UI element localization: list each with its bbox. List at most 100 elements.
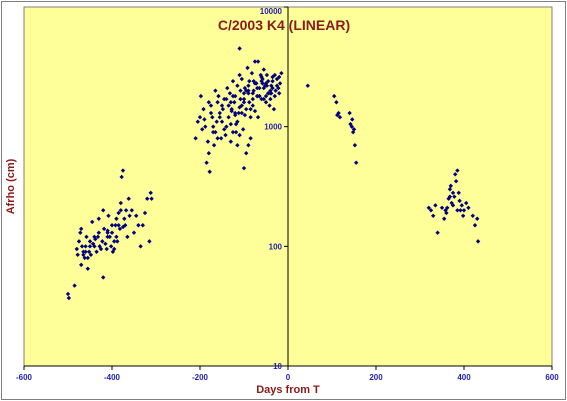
data-point: [277, 91, 282, 96]
data-point: [248, 136, 253, 141]
data-point: [224, 124, 229, 129]
data-point: [261, 96, 266, 102]
data-point: [219, 119, 225, 124]
data-point: [230, 93, 236, 99]
data-point: [233, 112, 238, 118]
data-point: [96, 216, 101, 221]
data-point: [82, 255, 87, 261]
data-point: [74, 246, 79, 252]
data-point: [450, 190, 456, 196]
data-point: [208, 103, 214, 108]
data-point: [466, 205, 471, 210]
data-point: [228, 100, 233, 105]
data-point: [457, 198, 462, 204]
data-point: [106, 213, 111, 218]
data-point: [223, 132, 228, 138]
data-point: [449, 200, 454, 206]
data-point: [226, 103, 231, 108]
x-tick-label: 600: [545, 373, 559, 382]
data-point: [447, 194, 453, 199]
data-point: [354, 160, 359, 165]
data-point: [235, 143, 240, 148]
data-point: [226, 114, 231, 120]
data-point: [270, 85, 275, 91]
data-point: [83, 244, 88, 249]
data-point: [250, 96, 255, 102]
data-point: [263, 93, 269, 99]
data-point: [120, 168, 126, 173]
data-point: [334, 100, 339, 105]
data-point: [251, 78, 256, 84]
data-point: [96, 230, 101, 235]
data-point: [336, 110, 341, 116]
data-point: [127, 213, 132, 218]
data-point: [272, 72, 277, 78]
data-point: [109, 230, 115, 235]
data-point: [255, 85, 260, 91]
data-point: [442, 216, 447, 221]
data-point: [246, 143, 251, 148]
data-point: [92, 234, 97, 240]
data-point: [79, 244, 85, 249]
data-point: [118, 200, 123, 206]
data-point: [119, 174, 124, 180]
data-point: [264, 83, 270, 88]
data-point: [261, 67, 266, 72]
data-point: [228, 121, 233, 127]
data-point: [236, 110, 241, 116]
data-point: [235, 83, 240, 88]
data-point: [460, 213, 466, 218]
data-point: [113, 223, 118, 228]
data-point: [108, 244, 114, 249]
data-point: [445, 205, 450, 210]
data-point: [131, 230, 137, 235]
data-point: [439, 205, 445, 210]
data-point: [270, 78, 275, 84]
data-point: [279, 70, 284, 76]
data-point: [237, 132, 242, 138]
data-point: [257, 85, 262, 91]
data-point: [248, 114, 253, 120]
data-point: [248, 106, 253, 112]
data-point: [142, 210, 148, 216]
data-point: [123, 208, 129, 213]
data-point: [305, 83, 310, 88]
data-point: [78, 230, 83, 235]
data-point: [86, 249, 92, 255]
data-point: [114, 234, 119, 240]
data-point: [134, 213, 139, 218]
data-point: [475, 239, 481, 244]
data-point: [75, 252, 80, 257]
data-point: [272, 93, 277, 99]
data-point: [252, 59, 258, 64]
data-point: [238, 88, 243, 93]
data-point: [277, 74, 282, 80]
data-point: [211, 143, 217, 148]
data-point: [252, 108, 258, 114]
data-point: [101, 275, 106, 280]
data-point: [195, 119, 200, 124]
data-point: [101, 226, 107, 232]
y-axis-title: Afrho (cm): [5, 158, 17, 214]
data-point: [149, 196, 154, 201]
data-point: [208, 110, 214, 116]
data-point: [455, 208, 460, 213]
data-point: [125, 234, 130, 240]
data-point: [201, 106, 206, 112]
data-point: [232, 100, 237, 105]
data-point: [448, 183, 453, 189]
data-point: [238, 96, 243, 102]
data-point: [204, 160, 209, 165]
data-point: [472, 223, 478, 228]
data-point: [452, 194, 457, 199]
data-point: [85, 255, 90, 261]
x-tick-label: 0: [286, 373, 291, 382]
data-point: [350, 117, 355, 122]
data-point: [115, 239, 120, 244]
data-point: [100, 239, 105, 244]
data-point: [210, 114, 215, 120]
data-point: [116, 223, 121, 228]
x-tick-label: -200: [192, 373, 209, 382]
data-point: [104, 246, 109, 252]
